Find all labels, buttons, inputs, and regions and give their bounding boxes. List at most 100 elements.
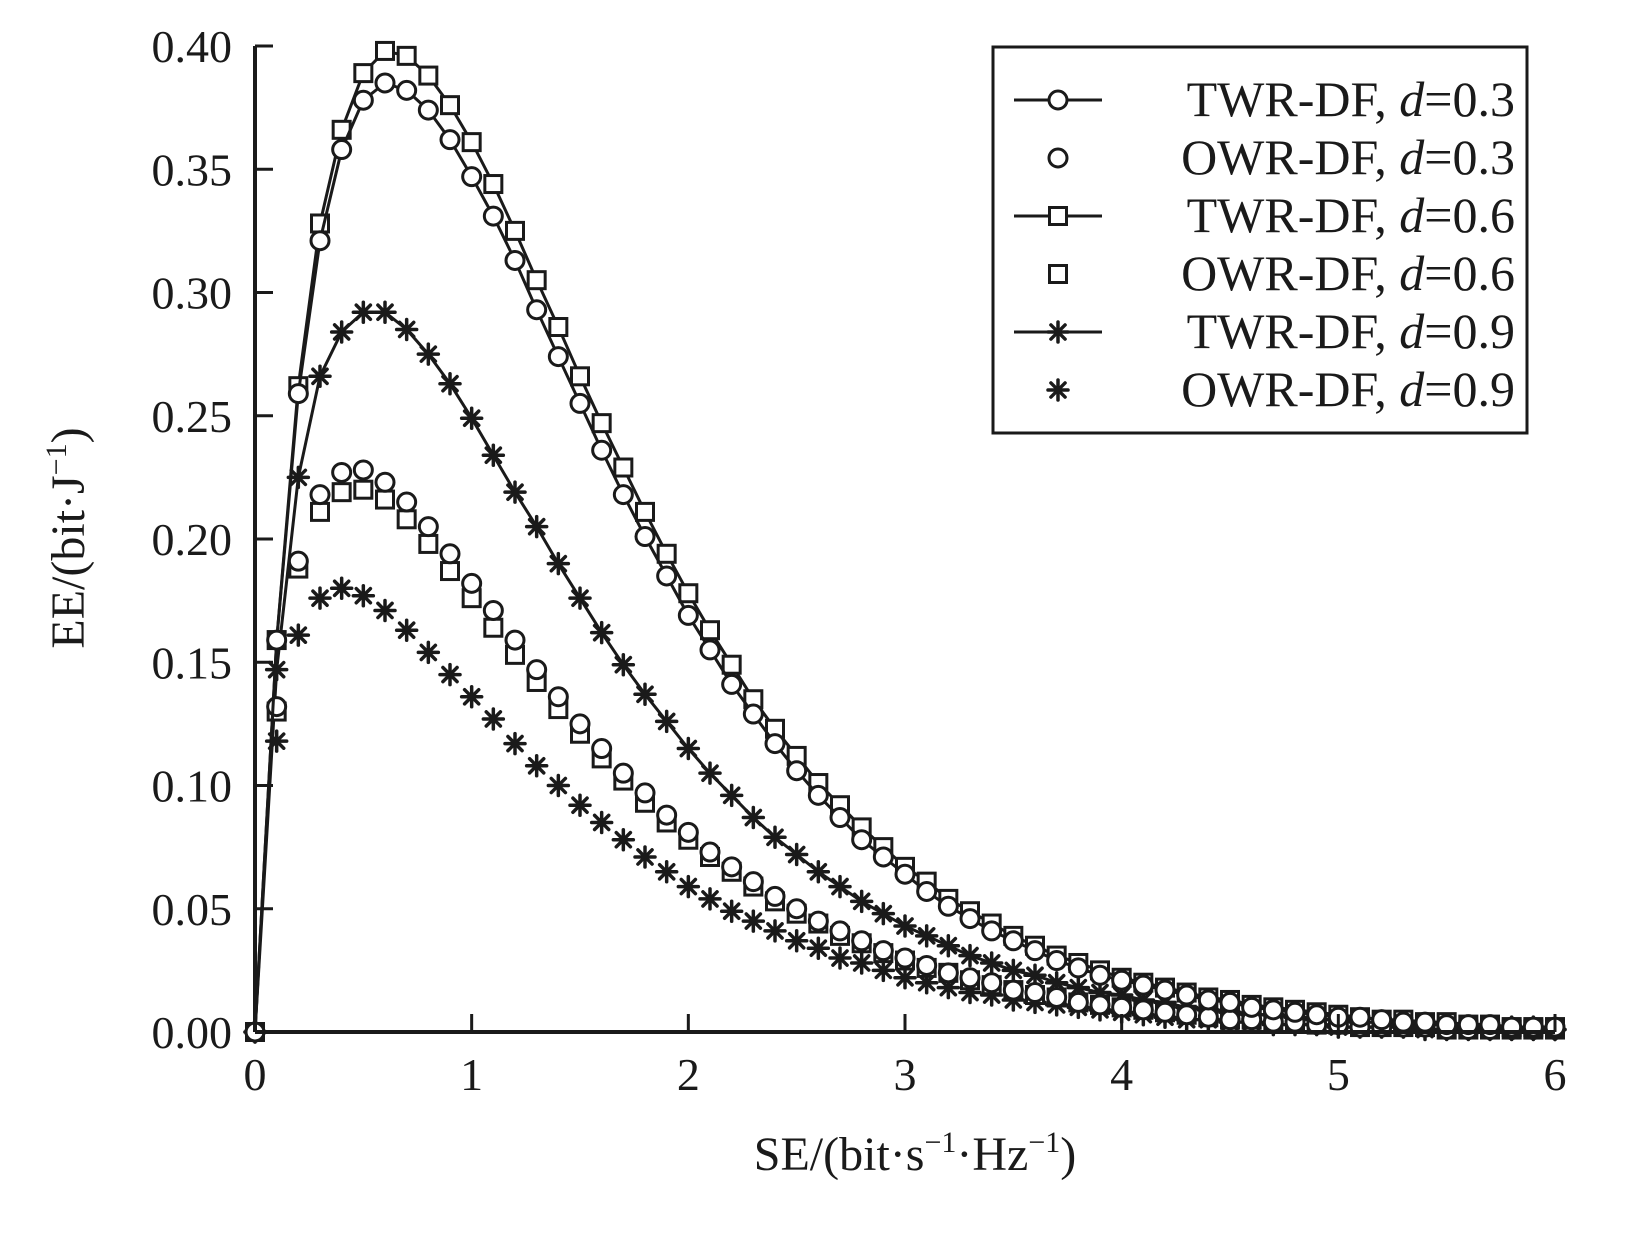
data-point-marker <box>394 618 419 642</box>
data-point-marker <box>396 509 417 530</box>
data-point-marker <box>849 889 874 914</box>
data-point-marker <box>266 696 288 718</box>
data-point-marker <box>763 919 787 943</box>
data-point-marker <box>374 72 396 94</box>
data-point-marker <box>719 899 744 923</box>
data-point-marker <box>309 484 331 506</box>
data-point-marker <box>1154 979 1176 1001</box>
data-point-marker <box>546 773 571 798</box>
data-point-marker <box>1067 991 1089 1013</box>
y-tick-label: 0.40 <box>152 21 233 72</box>
data-point-marker <box>374 471 396 493</box>
data-point-marker <box>786 898 808 920</box>
data-point-marker <box>308 586 332 610</box>
data-point-marker <box>1132 999 1154 1021</box>
data-point-marker <box>417 516 439 538</box>
data-point-marker <box>698 761 722 785</box>
data-point-marker <box>721 673 743 695</box>
data-point-marker <box>676 874 701 899</box>
x-tick-label: 6 <box>1544 1049 1567 1100</box>
data-point-marker <box>1262 999 1284 1021</box>
data-point-marker <box>1024 982 1046 1004</box>
y-tick-label: 0.30 <box>152 268 233 319</box>
data-point-marker <box>613 457 634 478</box>
data-point-marker <box>678 583 699 604</box>
data-point-marker <box>417 99 439 121</box>
data-point-marker <box>914 924 939 948</box>
data-point-marker <box>654 709 679 734</box>
data-point-marker <box>1046 986 1068 1008</box>
data-point-marker <box>635 501 655 522</box>
data-point-marker <box>677 821 699 843</box>
data-point-marker <box>1089 994 1111 1016</box>
data-point-marker <box>959 967 981 989</box>
data-point-marker <box>784 929 809 953</box>
data-point-marker <box>634 782 656 804</box>
data-point-marker <box>1024 940 1046 962</box>
data-point-marker <box>959 908 981 930</box>
x-tick-label: 2 <box>677 1049 700 1100</box>
data-point-marker <box>851 829 873 851</box>
data-point-marker <box>1089 964 1111 986</box>
data-point-marker <box>893 914 917 938</box>
data-point-marker <box>894 863 916 885</box>
data-point-marker <box>459 685 484 709</box>
data-point-marker <box>375 489 395 510</box>
data-point-marker <box>872 846 894 868</box>
data-point-marker <box>742 871 764 893</box>
data-point-marker <box>1132 974 1154 996</box>
data-point-marker <box>698 887 722 911</box>
data-point-marker <box>721 654 742 675</box>
data-point-marker <box>353 63 374 84</box>
data-point-marker <box>1046 950 1068 972</box>
data-point-marker <box>1067 957 1089 979</box>
data-point-marker <box>916 880 938 902</box>
data-point-marker <box>656 543 677 564</box>
data-point-marker <box>611 652 636 677</box>
y-tick-label: 0.00 <box>152 1007 233 1058</box>
y-tick-label: 0.10 <box>152 761 233 812</box>
data-point-marker <box>1284 1001 1306 1023</box>
y-axis-title: EE/(bit·J−1) <box>40 427 95 648</box>
data-point-marker <box>721 856 743 878</box>
data-point-marker <box>396 45 417 66</box>
data-point-marker <box>1154 1001 1176 1023</box>
data-point-marker <box>546 551 571 576</box>
data-point-marker <box>1001 958 1026 983</box>
data-point-marker <box>981 972 1003 994</box>
data-point-marker <box>286 623 311 647</box>
data-point-marker <box>439 129 461 151</box>
data-point-marker <box>461 132 482 153</box>
data-point-marker <box>353 479 374 500</box>
data-point-marker <box>1197 989 1219 1011</box>
data-point-marker <box>807 910 829 932</box>
data-point-marker <box>547 686 569 708</box>
data-point-marker <box>612 762 634 784</box>
y-tick-label: 0.25 <box>152 391 233 442</box>
legend-label-0: TWR-DF, d=0.3 <box>1187 71 1515 127</box>
data-point-marker <box>741 909 766 933</box>
data-point-marker <box>416 342 441 366</box>
data-point-marker <box>633 845 657 869</box>
data-point-marker <box>656 804 678 826</box>
legend-label-4: TWR-DF, d=0.9 <box>1187 303 1515 359</box>
data-point-marker <box>396 79 418 101</box>
data-point-marker <box>481 707 506 731</box>
data-point-marker <box>568 793 592 817</box>
data-point-marker <box>351 300 376 324</box>
data-point-marker <box>438 662 462 687</box>
data-point-marker <box>438 371 462 396</box>
x-axis-ticks: 0 1 2 3 4 5 6 <box>244 1014 1567 1100</box>
data-point-marker <box>1111 996 1133 1018</box>
data-point-marker <box>764 885 786 907</box>
legend-marker <box>1046 378 1070 402</box>
data-point-marker <box>329 576 354 601</box>
data-point-marker <box>418 533 439 554</box>
data-point-marker <box>331 482 352 503</box>
data-point-marker <box>937 895 959 917</box>
data-point-marker <box>569 713 591 735</box>
data-point-marker <box>1371 1009 1393 1031</box>
data-point-marker <box>547 346 569 368</box>
data-point-marker <box>310 501 330 522</box>
data-point-marker <box>1002 979 1024 1001</box>
